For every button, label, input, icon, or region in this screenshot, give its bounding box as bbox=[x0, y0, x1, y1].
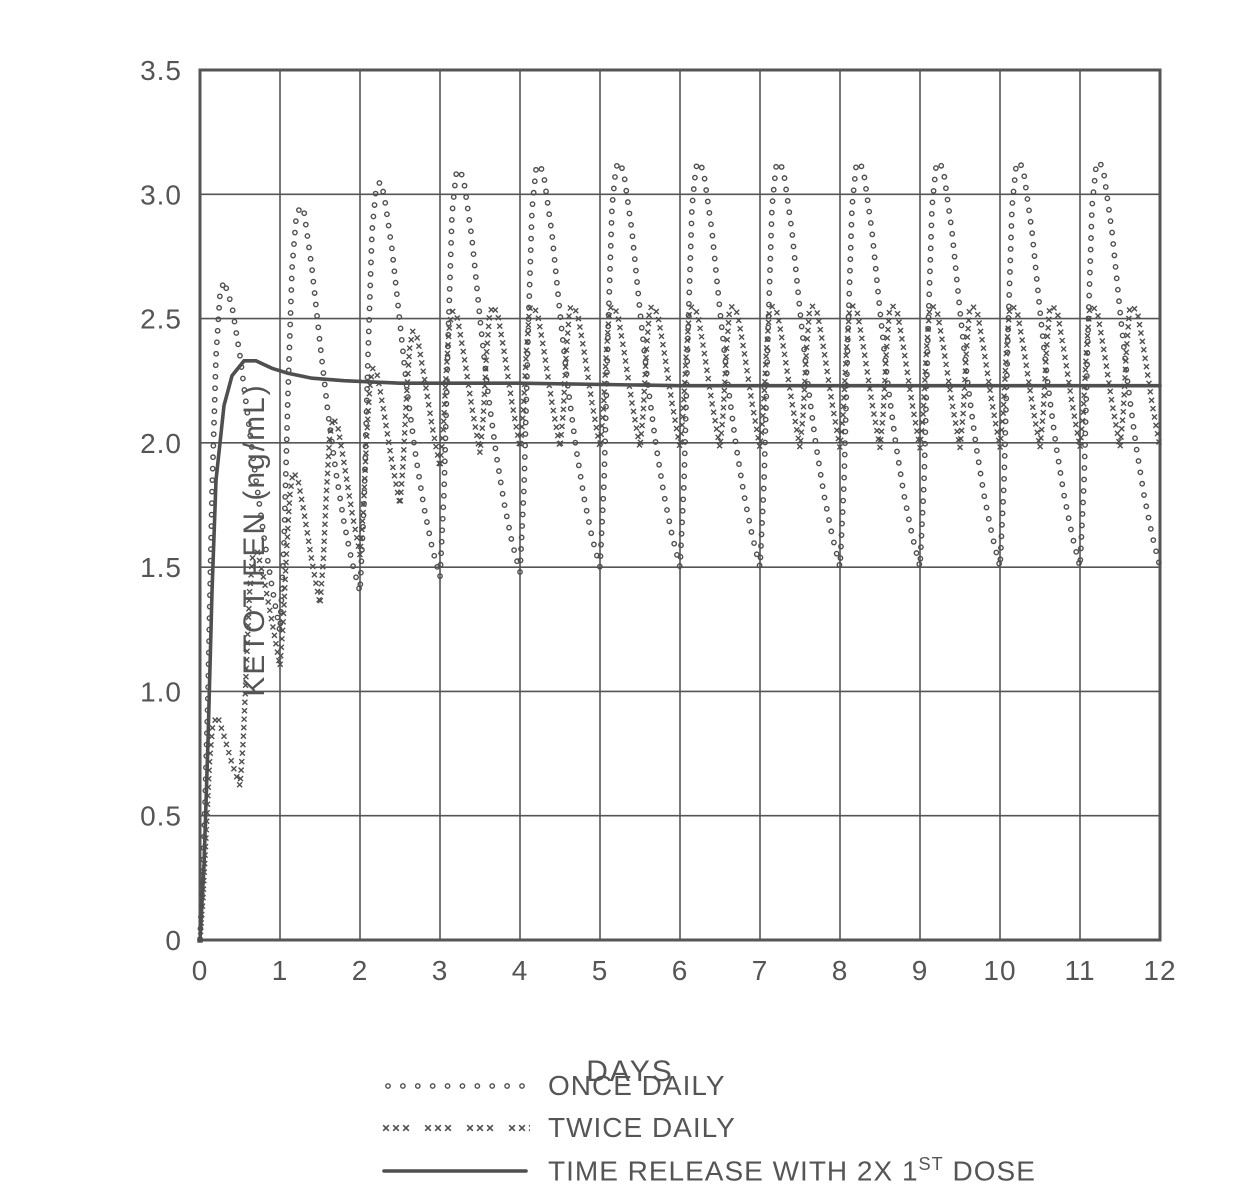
x-tick-label: 12 bbox=[1143, 955, 1176, 986]
y-tick-label: 1.5 bbox=[140, 552, 182, 583]
x-tick-label: 2 bbox=[352, 955, 369, 986]
y-tick-label: 1.0 bbox=[140, 676, 182, 707]
x-tick-label: 4 bbox=[512, 955, 529, 986]
x-tick-label: 6 bbox=[672, 955, 689, 986]
x-tick-label: 0 bbox=[192, 955, 209, 986]
legend-item-once-daily: ONCE DAILY bbox=[380, 1070, 1140, 1102]
legend-label-time-release: TIME RELEASE WITH 2X 1ST DOSE bbox=[548, 1154, 1036, 1187]
page: KETOTIFEN (ng/mL) 012345678910111200.51.… bbox=[0, 0, 1240, 1201]
x-tick-label: 9 bbox=[912, 955, 929, 986]
x-tick-label: 1 bbox=[272, 955, 289, 986]
legend-swatch-time-release bbox=[380, 1157, 530, 1185]
y-tick-label: 2.5 bbox=[140, 304, 182, 335]
y-tick-label: 3.5 bbox=[140, 55, 182, 86]
y-tick-label: 0 bbox=[165, 925, 182, 956]
legend-item-time-release: TIME RELEASE WITH 2X 1ST DOSE bbox=[380, 1154, 1140, 1187]
x-tick-label: 5 bbox=[592, 955, 609, 986]
legend: ONCE DAILY TWICE DAILY TIME RELEASE WITH… bbox=[380, 1060, 1140, 1197]
x-tick-label: 7 bbox=[752, 955, 769, 986]
legend-label-once-daily: ONCE DAILY bbox=[548, 1070, 726, 1102]
legend-item-twice-daily: TWICE DAILY bbox=[380, 1112, 1140, 1144]
concentration-chart: KETOTIFEN (ng/mL) 012345678910111200.51.… bbox=[80, 40, 1180, 1040]
grid bbox=[200, 70, 1160, 940]
y-tick-label: 3.0 bbox=[140, 179, 182, 210]
legend-swatch-once-daily bbox=[380, 1072, 530, 1100]
x-tick-label: 10 bbox=[983, 955, 1016, 986]
y-tick-label: 2.0 bbox=[140, 428, 182, 459]
x-tick-label: 8 bbox=[832, 955, 849, 986]
x-tick-label: 3 bbox=[432, 955, 449, 986]
y-tick-label: 0.5 bbox=[140, 801, 182, 832]
x-tick-label: 11 bbox=[1064, 955, 1095, 986]
legend-label-twice-daily: TWICE DAILY bbox=[548, 1112, 736, 1144]
y-axis-label: KETOTIFEN (ng/mL) bbox=[238, 383, 272, 697]
legend-swatch-twice-daily bbox=[380, 1114, 530, 1142]
